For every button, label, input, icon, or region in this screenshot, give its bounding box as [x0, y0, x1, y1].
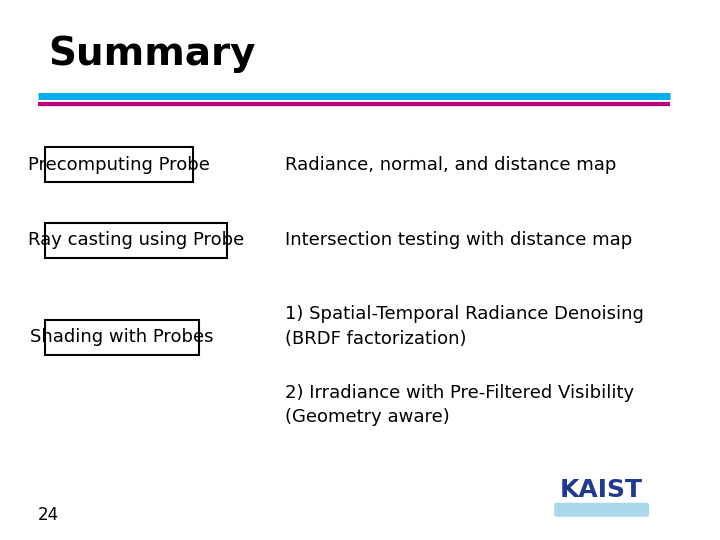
FancyBboxPatch shape [554, 503, 649, 517]
Text: Shading with Probes: Shading with Probes [30, 328, 214, 347]
Text: 2) Irradiance with Pre-Filtered Visibility
(Geometry aware): 2) Irradiance with Pre-Filtered Visibili… [285, 383, 634, 427]
FancyBboxPatch shape [45, 147, 192, 183]
Text: Summary: Summary [48, 35, 256, 73]
Text: Radiance, normal, and distance map: Radiance, normal, and distance map [285, 156, 617, 174]
Text: Intersection testing with distance map: Intersection testing with distance map [285, 231, 633, 249]
Text: KAIST: KAIST [560, 478, 643, 502]
Text: Precomputing Probe: Precomputing Probe [27, 156, 210, 174]
Text: 1) Spatial-Temporal Radiance Denoising
(BRDF factorization): 1) Spatial-Temporal Radiance Denoising (… [285, 305, 644, 348]
Text: 24: 24 [38, 506, 59, 524]
Text: Ray casting using Probe: Ray casting using Probe [27, 231, 244, 249]
FancyBboxPatch shape [45, 222, 227, 258]
FancyBboxPatch shape [45, 320, 199, 355]
